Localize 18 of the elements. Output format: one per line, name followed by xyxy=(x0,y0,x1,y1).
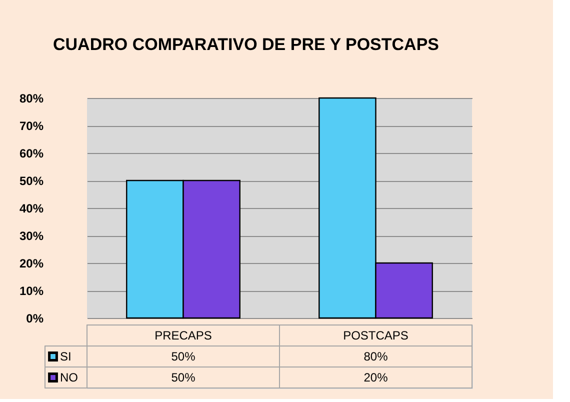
data-label: 50% xyxy=(171,350,196,364)
y-tick-label: 10% xyxy=(19,284,44,298)
legend-label: SI xyxy=(60,350,72,364)
x-tick-label: PRECAPS xyxy=(154,328,212,342)
y-tick-label: 30% xyxy=(19,229,44,243)
y-tick-label: 70% xyxy=(19,119,44,133)
y-tick-label: 80% xyxy=(19,92,44,106)
x-tick-label: POSTCAPS xyxy=(343,328,408,342)
y-tick-label: 50% xyxy=(19,174,44,188)
y-tick-label: 60% xyxy=(19,146,44,160)
y-tick-label: 40% xyxy=(19,202,44,216)
y-tick-label: 0% xyxy=(26,312,44,326)
data-label: 80% xyxy=(364,350,388,364)
legend-label: NO xyxy=(60,370,78,384)
chart-title: CUADRO COMPARATIVO DE PRE Y POSTCAPS xyxy=(52,35,439,54)
data-label: 50% xyxy=(171,370,196,384)
y-tick-label: 20% xyxy=(19,256,44,270)
data-label: 20% xyxy=(364,370,388,384)
